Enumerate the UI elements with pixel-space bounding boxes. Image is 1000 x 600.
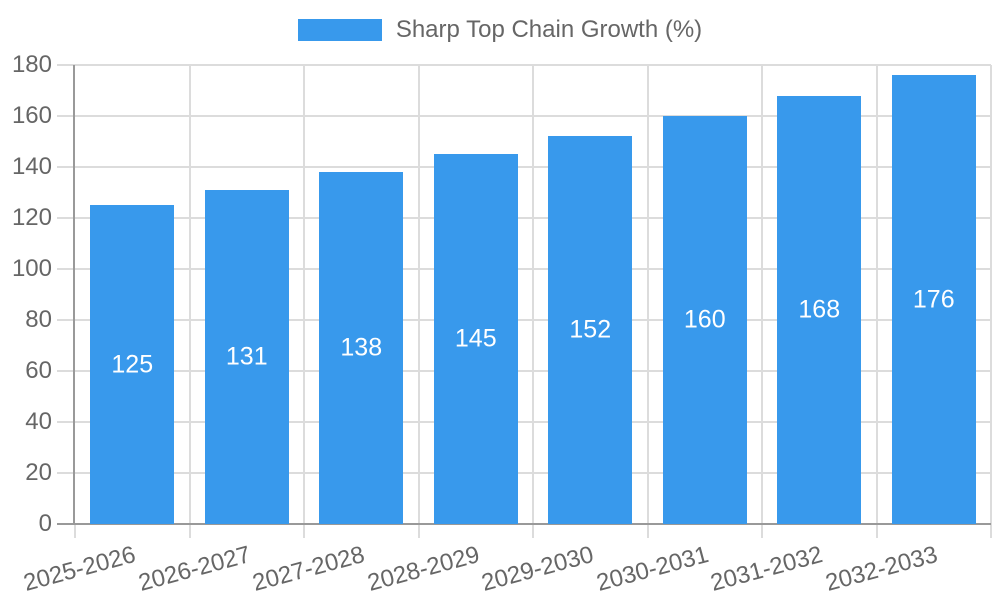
- y-axis-label: 80: [25, 306, 52, 333]
- y-axis-label: 180: [11, 51, 52, 78]
- bar[interactable]: [777, 95, 862, 524]
- y-gridline: [57, 370, 991, 372]
- bar-value-label: 152: [569, 315, 612, 344]
- bar[interactable]: [204, 189, 289, 524]
- bar[interactable]: [433, 154, 518, 524]
- x-tick: [417, 524, 420, 538]
- x-tick: [761, 524, 763, 538]
- y-axis-label: 160: [11, 102, 52, 129]
- x-axis-label: 2031-2032: [708, 541, 826, 597]
- x-tick: [990, 524, 992, 538]
- x-axis-label: 2032-2033: [822, 541, 941, 597]
- y-axis-label: 40: [25, 408, 52, 435]
- bar-value-label: 131: [225, 342, 268, 371]
- bar-value-label: 145: [454, 324, 497, 353]
- bar-value-label: 168: [798, 295, 841, 324]
- bar[interactable]: [662, 116, 747, 524]
- x-tick: [303, 524, 305, 538]
- bar-value-label: 160: [683, 305, 726, 334]
- x-gridline: [761, 65, 763, 524]
- x-axis-label: 2027-2028: [250, 541, 368, 597]
- y-axis-label: 120: [11, 204, 52, 231]
- y-axis-label: 100: [11, 255, 52, 282]
- x-gridline: [990, 65, 992, 524]
- x-tick: [188, 524, 191, 538]
- y-axis-line: [73, 65, 75, 524]
- x-axis-label: 2028-2029: [364, 541, 483, 597]
- y-gridline: [57, 166, 991, 168]
- x-axis-label: 2025-2026: [21, 541, 139, 597]
- x-axis-line: [57, 523, 991, 525]
- y-gridline: [57, 115, 991, 117]
- y-axis-label: 140: [11, 153, 52, 180]
- bar[interactable]: [319, 172, 404, 524]
- bar-value-label: 125: [111, 350, 154, 379]
- bar-value-label: 176: [912, 285, 955, 314]
- x-gridline: [303, 65, 305, 524]
- x-axis-label: 2029-2030: [479, 541, 597, 597]
- y-gridline: [57, 472, 991, 474]
- x-axis-label: 2030-2031: [593, 541, 712, 597]
- legend-swatch: [297, 19, 382, 41]
- x-tick: [532, 524, 534, 538]
- legend-item[interactable]: Sharp Top Chain Growth (%): [0, 17, 1000, 43]
- x-gridline: [875, 65, 878, 524]
- y-axis-label: 0: [38, 510, 52, 537]
- y-gridline: [57, 217, 991, 219]
- x-tick: [646, 524, 649, 538]
- bar[interactable]: [891, 75, 976, 524]
- y-gridline: [57, 319, 991, 321]
- bar-value-label: 138: [340, 333, 383, 362]
- x-axis-label: 2026-2027: [135, 541, 254, 597]
- x-gridline: [532, 65, 534, 524]
- x-gridline: [188, 65, 191, 524]
- legend-label: Sharp Top Chain Growth (%): [395, 16, 703, 43]
- bar[interactable]: [548, 136, 633, 524]
- x-gridline: [417, 65, 420, 524]
- y-axis-label: 20: [25, 459, 52, 486]
- x-gridline: [646, 65, 649, 524]
- y-gridline: [57, 268, 991, 270]
- y-axis-label: 60: [25, 357, 52, 384]
- bar[interactable]: [90, 205, 175, 524]
- y-gridline: [57, 64, 991, 66]
- y-gridline: [57, 421, 991, 423]
- x-tick: [74, 524, 76, 538]
- x-tick: [875, 524, 878, 538]
